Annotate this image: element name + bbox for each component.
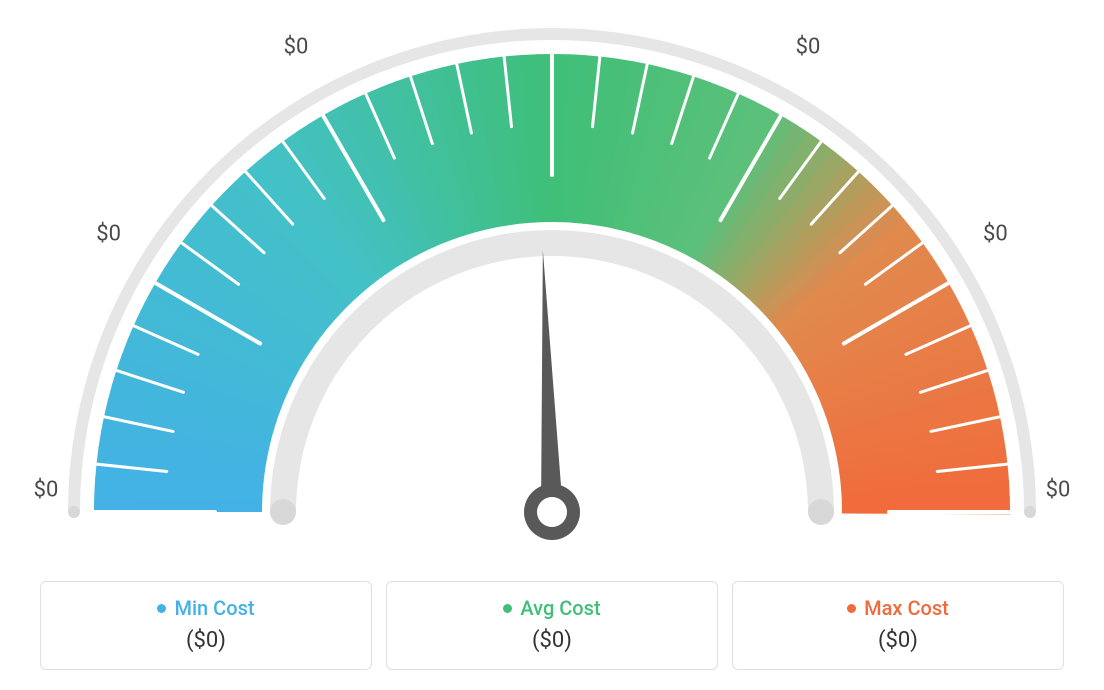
legend-label-max: Max Cost: [864, 596, 949, 620]
gauge-tick-label: $0: [284, 34, 309, 59]
dot-icon: [847, 604, 856, 613]
legend-value-avg: ($0): [387, 628, 717, 653]
legend-value-min: ($0): [41, 628, 371, 653]
gauge-svg: [8, 0, 1096, 592]
legend-card-min: Min Cost ($0): [40, 581, 372, 670]
gauge-tick-label: $0: [983, 222, 1008, 247]
legend-title-max: Max Cost: [847, 596, 949, 620]
legend-value-max: ($0): [733, 628, 1063, 653]
gauge-tick-label: $0: [796, 34, 821, 59]
gauge-tick-label: $0: [1046, 478, 1071, 503]
dot-icon: [157, 604, 166, 613]
legend-label-min: Min Cost: [174, 596, 254, 620]
legend-card-avg: Avg Cost ($0): [386, 581, 718, 670]
gauge-tick-label: $0: [34, 478, 59, 503]
dot-icon: [503, 604, 512, 613]
legend-label-avg: Avg Cost: [520, 596, 600, 620]
gauge-tick-label: $0: [96, 222, 121, 247]
legend-card-max: Max Cost ($0): [732, 581, 1064, 670]
legend-row: Min Cost ($0) Avg Cost ($0) Max Cost ($0…: [0, 581, 1104, 670]
gauge-chart: $0$0$0$0$0$0$0: [0, 0, 1104, 560]
legend-title-min: Min Cost: [157, 596, 254, 620]
legend-title-avg: Avg Cost: [503, 596, 600, 620]
